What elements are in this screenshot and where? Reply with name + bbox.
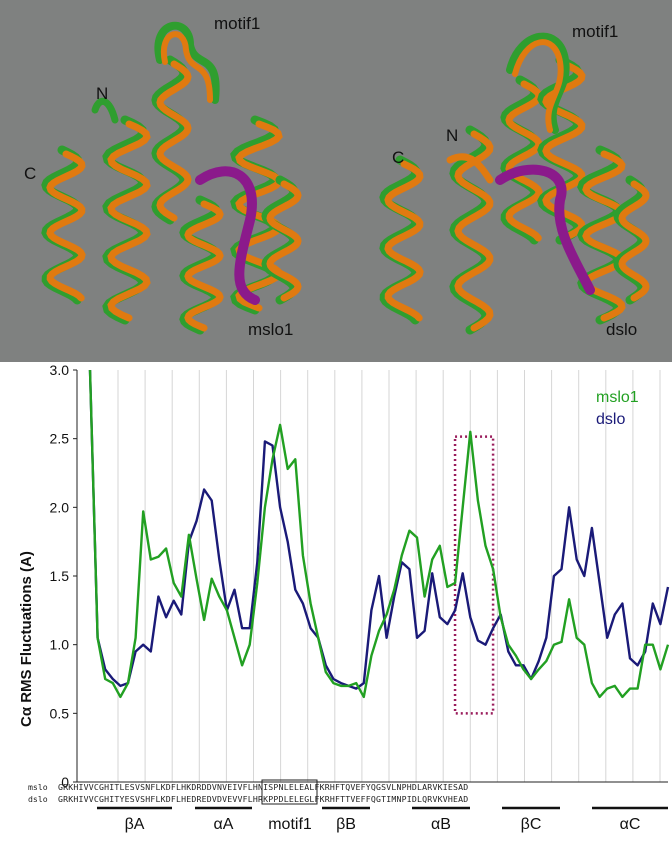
- chart-svg: 0 0.5 1.0 1.5 2.0 2.5 3.0 mslo1 dslo: [50, 362, 670, 810]
- right-helix-orange: [505, 80, 543, 242]
- structure-panel: motif1 N C mslo1 motif1 N C dslo: [0, 0, 672, 362]
- left-helix-orange: [184, 200, 224, 332]
- left-motif-label: motif1: [214, 14, 261, 33]
- y-tick-label: 2.0: [50, 499, 70, 515]
- left-purple-region: [195, 166, 260, 305]
- y-tick-label: 1.0: [50, 637, 70, 653]
- dslo-seq-label: dslo: [28, 794, 48, 804]
- ss-label-5: βC: [520, 816, 542, 833]
- y-tick-label: 0: [61, 774, 69, 790]
- dslo-sequence: GRKHIVVCGHITYESVSHFLKDFLHEDREDVDVEVVFLHR…: [58, 794, 469, 804]
- right-n-terminus: [446, 153, 494, 184]
- rms-fluctuation-chart: 0 0.5 1.0 1.5 2.0 2.5 3.0 mslo1 dslo Cα RMS Fluc…: [0, 362, 672, 853]
- y-tick-label: 2.5: [50, 431, 70, 447]
- series-line-dslo: [88, 369, 670, 690]
- right-purple-region: [495, 164, 595, 295]
- y-tick-label: 3.0: [50, 362, 70, 378]
- left-helix-orange: [156, 60, 192, 222]
- left-n-terminus-label: N: [96, 84, 109, 103]
- right-c-terminus-label: C: [392, 148, 405, 167]
- ribbon-structures-image: [41, 21, 650, 335]
- ss-label-3: βB: [336, 816, 356, 833]
- ss-label-4: αB: [431, 816, 451, 833]
- left-helix-orange: [46, 150, 86, 302]
- ss-label-0: βA: [124, 816, 145, 833]
- left-structure-name: mslo1: [248, 320, 294, 339]
- left-helix-orange: [107, 120, 151, 322]
- ss-label-2: motif1: [268, 816, 312, 833]
- y-tick-label: 0.5: [50, 705, 70, 721]
- right-motif-label: motif1: [572, 22, 619, 41]
- right-motif-loop: [506, 32, 570, 134]
- left-motif-loop-orange: [160, 31, 213, 103]
- left-n-terminus: [91, 97, 119, 124]
- y-tick-label: 1.5: [50, 568, 70, 584]
- highlight-box: [453, 435, 495, 715]
- right-helix-orange: [618, 180, 650, 302]
- right-helix-orange: [582, 150, 626, 322]
- right-helix-orange: [454, 130, 494, 332]
- motif-sequence-box: [261, 779, 318, 805]
- legend-entry-mslo1: mslo1: [596, 389, 639, 406]
- right-motif-loop-orange: [512, 39, 564, 133]
- left-c-terminus-label: C: [24, 164, 37, 183]
- mslo-seq-label: mslo: [28, 782, 48, 792]
- left-helix-orange: [266, 180, 302, 302]
- legend-entry-dslo: dslo: [596, 411, 625, 428]
- right-n-terminus-label: N: [446, 126, 459, 145]
- left-motif-loop: [154, 21, 220, 104]
- right-structure-name: dslo: [606, 320, 638, 339]
- ss-label-1: αA: [213, 816, 234, 833]
- ss-label-6: αC: [619, 816, 641, 833]
- mslo-sequence: GRKHIVVCGHITLESVSNFLKDFLHKDRDDVNVEIVFLHN…: [58, 782, 469, 792]
- series-line-mslo1: [88, 369, 670, 699]
- right-helix-orange: [384, 160, 424, 322]
